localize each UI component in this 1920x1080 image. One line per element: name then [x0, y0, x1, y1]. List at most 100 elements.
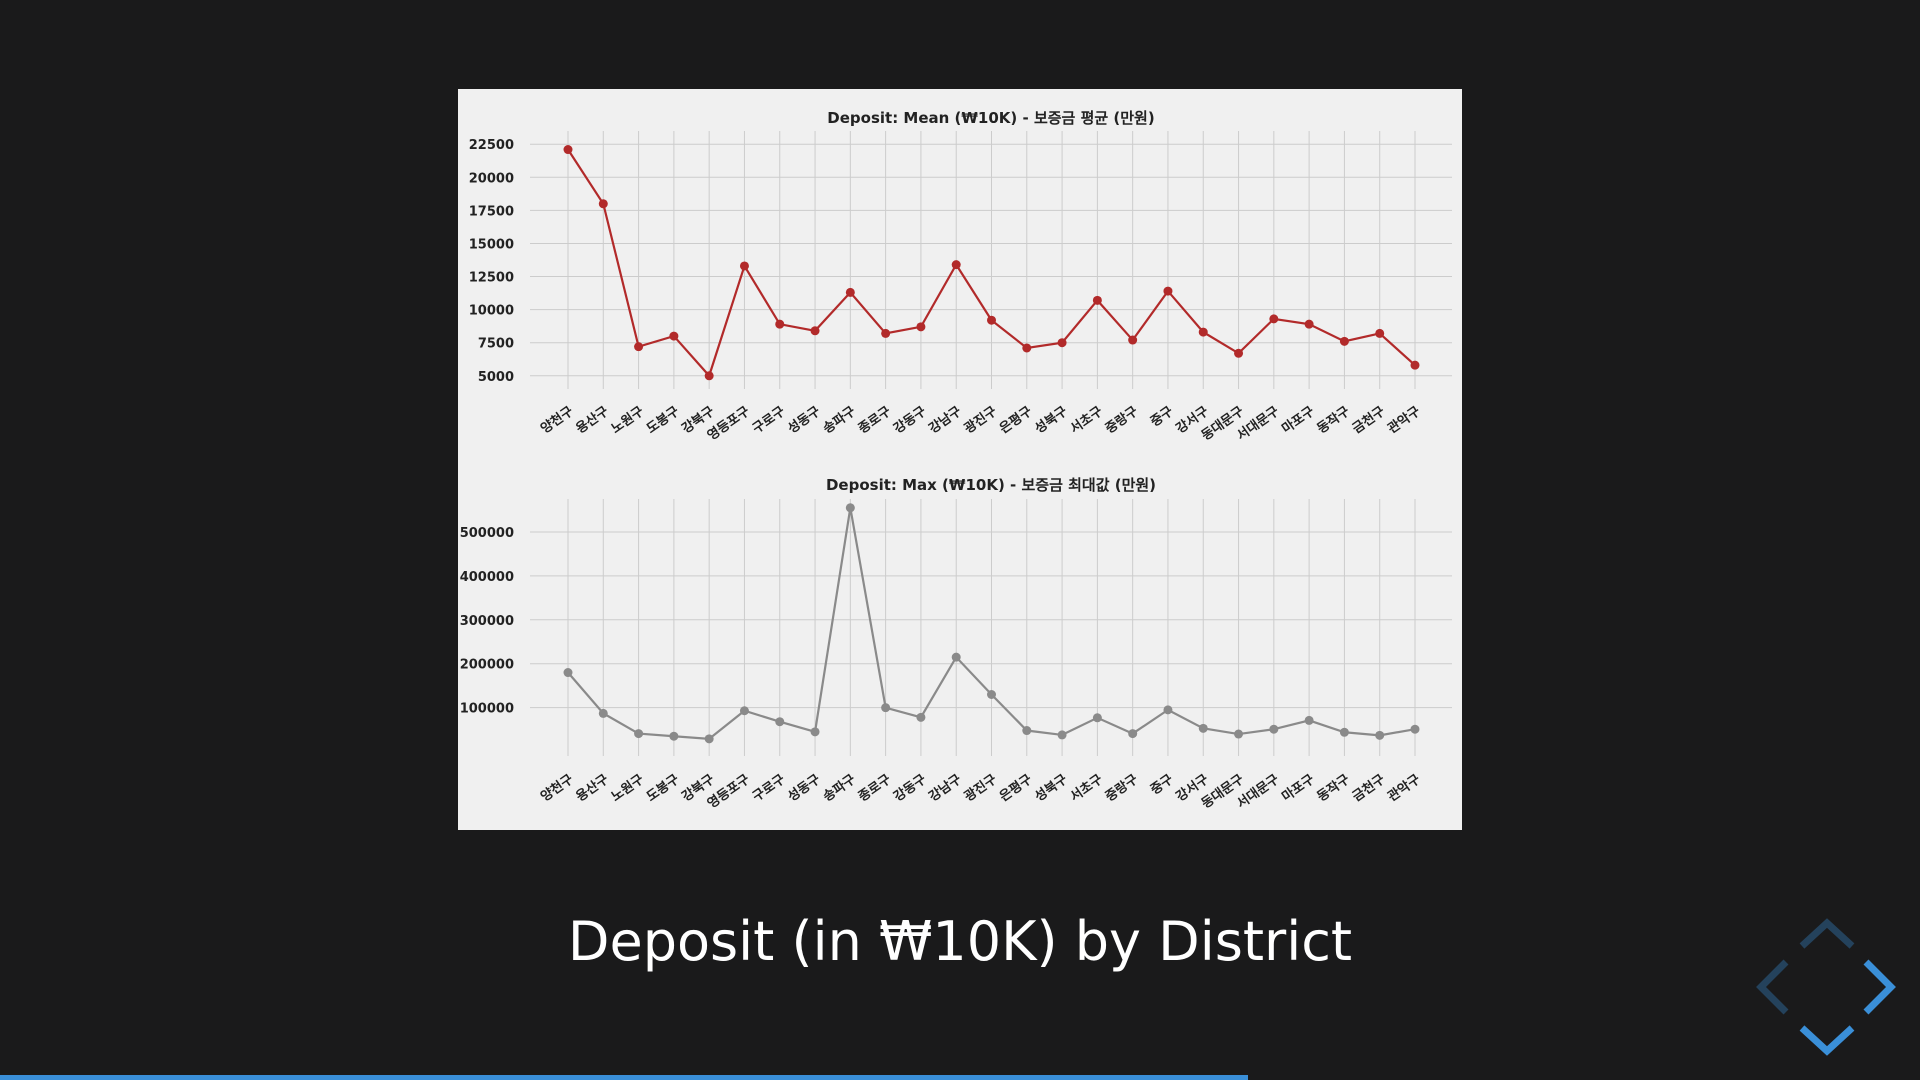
x-tick-label: 중구: [1148, 404, 1176, 430]
data-point: [1410, 724, 1420, 734]
x-tick-label: 서초구: [1068, 772, 1106, 805]
x-tick-label: 강남구: [926, 771, 965, 805]
data-point: [1198, 327, 1208, 337]
y-tick-label: 200000: [460, 658, 514, 673]
x-tick-label: 종로구: [856, 772, 894, 805]
chart-title: Deposit: Mean (₩10K) - 보증금 평균 (만원): [827, 109, 1154, 127]
data-point: [669, 331, 679, 341]
data-point: [845, 287, 855, 297]
x-tick-label: 양천구: [538, 404, 576, 437]
progress-bar-fill: [0, 1075, 1248, 1080]
x-tick-label: 은평구: [997, 771, 1036, 805]
data-point: [1128, 335, 1138, 345]
data-point: [739, 261, 749, 271]
data-point: [916, 322, 926, 332]
x-tick-label: 도봉구: [644, 772, 682, 805]
x-tick-label: 마포구: [1279, 403, 1318, 437]
data-point: [987, 689, 996, 699]
x-tick-label: 노원구: [609, 404, 647, 437]
chevron-right-icon: [1863, 959, 1896, 1015]
data-point: [1304, 319, 1314, 329]
data-point: [1339, 336, 1349, 346]
data-point: [1163, 286, 1173, 296]
data-point: [1092, 713, 1102, 723]
x-tick-label: 양천구: [538, 772, 576, 805]
x-tick-label: 서초구: [1068, 404, 1106, 437]
x-tick-label: 강동구: [891, 771, 930, 805]
x-tick-label: 중구: [1148, 772, 1176, 798]
data-point: [1234, 729, 1244, 739]
y-tick-label: 5000: [478, 370, 514, 385]
x-tick-label: 관악구: [1385, 403, 1424, 437]
nav-up-button[interactable]: [1798, 918, 1856, 950]
x-tick-label: 성북구: [1032, 404, 1070, 437]
data-point: [704, 371, 714, 381]
nav-right-button[interactable]: [1862, 958, 1896, 1016]
data-point: [739, 706, 749, 716]
progress-bar: [0, 1075, 1920, 1080]
x-tick-label: 동작구: [1314, 771, 1353, 805]
data-point: [881, 328, 891, 338]
y-tick-label: 20000: [469, 171, 514, 186]
y-tick-label: 15000: [469, 237, 514, 252]
data-point: [669, 731, 679, 741]
x-tick-label: 성북구: [1032, 772, 1070, 805]
data-point: [1304, 715, 1314, 725]
chart-figure: Deposit: Mean (₩10K) - 보증금 평균 (만원) 5000 75…: [458, 89, 1462, 830]
chevron-down-icon: [1799, 1025, 1855, 1056]
data-point: [775, 319, 785, 329]
data-point: [881, 703, 891, 713]
x-tick-label: 동작구: [1314, 403, 1353, 437]
x-tick-label: 광진구: [961, 771, 1000, 805]
x-tick-label: 강동구: [891, 403, 930, 437]
data-point: [810, 326, 820, 336]
chart-2: Deposit: Max (₩10K) - 보증금 최대값 (만원) 100000…: [460, 476, 1452, 812]
x-tick-label: 성동구: [785, 772, 823, 805]
x-tick-label: 구로구: [750, 404, 788, 437]
data-point: [1339, 727, 1349, 737]
data-point: [987, 315, 996, 325]
x-tick-label: 도봉구: [644, 404, 682, 437]
data-point: [634, 342, 644, 352]
data-point: [1057, 730, 1067, 740]
x-tick-label: 송파구: [821, 772, 859, 805]
data-point: [1163, 705, 1173, 715]
chart-title: Deposit: Max (₩10K) - 보증금 최대값 (만원): [826, 476, 1156, 494]
data-point: [598, 199, 608, 209]
x-tick-label: 강남구: [926, 403, 965, 437]
y-tick-label: 10000: [469, 304, 514, 319]
y-tick-label: 17500: [469, 204, 514, 219]
data-point: [1057, 338, 1067, 348]
data-point: [916, 712, 926, 722]
data-point: [704, 734, 714, 744]
nav-left-button[interactable]: [1756, 958, 1790, 1016]
chevron-left-icon: [1756, 959, 1789, 1015]
x-tick-label: 성동구: [785, 404, 823, 437]
data-point: [1410, 360, 1420, 370]
data-point: [1198, 723, 1208, 733]
data-point: [1375, 730, 1385, 740]
chevron-up-icon: [1799, 918, 1855, 949]
x-tick-label: 중랑구: [1103, 404, 1141, 437]
y-tick-label: 12500: [469, 271, 514, 286]
x-tick-label: 은평구: [997, 403, 1036, 437]
y-tick-label: 500000: [460, 526, 514, 541]
nav-down-button[interactable]: [1798, 1024, 1856, 1056]
x-tick-label: 종로구: [856, 404, 894, 437]
x-tick-label: 관악구: [1385, 771, 1424, 805]
x-tick-label: 광진구: [961, 403, 1000, 437]
data-point: [810, 727, 820, 737]
x-tick-label: 금천구: [1350, 404, 1388, 437]
data-point: [563, 668, 573, 678]
data-point: [563, 145, 573, 155]
y-tick-label: 400000: [460, 570, 514, 585]
y-tick-label: 7500: [478, 337, 514, 352]
slide-caption: Deposit (in ₩10K) by District: [567, 910, 1353, 973]
data-point: [634, 729, 644, 739]
data-point: [951, 260, 961, 270]
data-point: [775, 717, 785, 727]
x-tick-label: 용산구: [573, 771, 612, 805]
data-point: [1022, 343, 1032, 353]
x-tick-label: 구로구: [750, 772, 788, 805]
x-tick-label: 마포구: [1279, 771, 1318, 805]
